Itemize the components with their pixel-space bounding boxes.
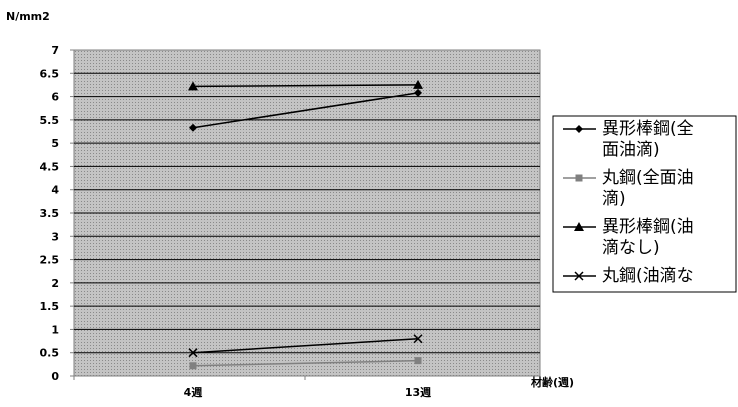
y-tick-label: 7 (51, 44, 59, 57)
legend-label: 丸鋼(油滴な (602, 266, 694, 286)
x-tick-label: 13週 (405, 385, 431, 399)
y-tick-label: 1 (51, 323, 59, 336)
gridlines (74, 72, 540, 354)
legend-marker (574, 271, 584, 281)
x-axis-ticks: 4週 13週 (73, 376, 541, 399)
legend-entry: 丸鋼(油滴な (563, 266, 694, 286)
y-tick-label: 6 (51, 91, 59, 104)
x-axis-title: 材齢(週) (531, 375, 574, 389)
y-tick-label: 1.5 (40, 300, 60, 313)
legend-label: 面油滴) (602, 140, 660, 160)
y-tick-label: 4 (51, 184, 59, 197)
y-tick-label: 3 (51, 230, 59, 243)
legend-label: 滴) (602, 189, 626, 209)
legend-marker (575, 125, 583, 133)
data-point (189, 362, 197, 370)
series-layer (188, 79, 423, 370)
legend-label: 丸鋼(全面油 (602, 168, 694, 188)
series-line (192, 84, 419, 88)
legend-marker-stroke-b (574, 271, 584, 281)
series-2 (189, 357, 422, 370)
y-tick-label: 3.5 (40, 207, 60, 220)
data-point (188, 348, 198, 358)
y-tick-label: 6.5 (40, 67, 60, 80)
y-tick-label: 2.5 (40, 254, 60, 267)
y-tick-label: 5 (51, 137, 59, 150)
y-axis-title: N/mm2 (6, 10, 50, 23)
data-point (414, 88, 422, 97)
data-point (413, 79, 423, 89)
legend-marker (575, 174, 583, 182)
series-line (192, 92, 419, 129)
y-tick-label: 4.5 (40, 160, 60, 173)
series-3 (188, 79, 423, 91)
legend-box (552, 115, 737, 293)
data-point (413, 334, 423, 344)
y-tick-label: 5.5 (40, 114, 60, 127)
y-tick-label: 0.5 (40, 347, 60, 360)
x-tick-label: 4週 (184, 385, 203, 399)
legend-label: 異形棒鋼(油 (602, 217, 694, 237)
y-tick-label: 2 (51, 277, 59, 290)
data-point (189, 123, 197, 132)
legend-marker (574, 222, 584, 231)
legend-label: 異形棒鋼(全 (602, 119, 694, 139)
data-point-stroke-b (413, 334, 423, 344)
series-line (192, 337, 419, 354)
series-1 (189, 88, 422, 132)
y-axis-ticks: 0 0.5 1 1.5 2 2.5 3 3.5 4 4.5 5 5.5 6 6.5 7 (40, 44, 74, 383)
series-line (192, 359, 419, 367)
legend-label: 滴なし) (602, 238, 660, 258)
data-point (414, 357, 422, 365)
data-point-stroke-b (188, 348, 198, 358)
y-tick-label: 0 (51, 370, 59, 383)
series-4 (188, 334, 423, 358)
data-point (188, 81, 198, 91)
